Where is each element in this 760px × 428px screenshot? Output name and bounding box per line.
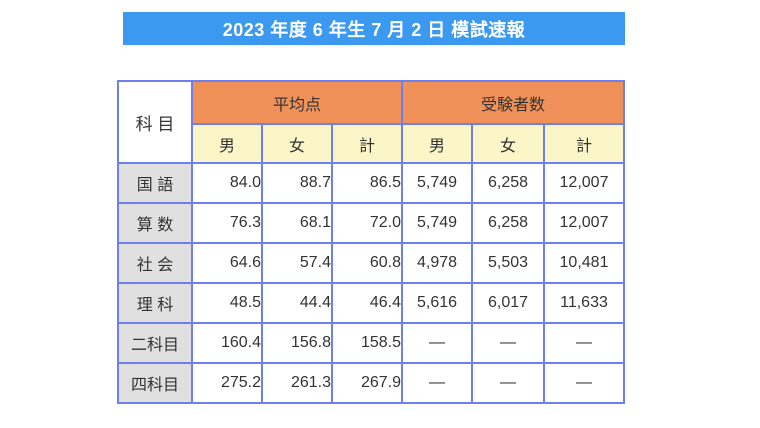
avg-total-cell: 267.9 bbox=[331, 362, 403, 404]
cnt-female-cell: ― bbox=[471, 322, 545, 364]
table-row: 国 語 84.0 88.7 86.5 5,749 6,258 12,007 bbox=[117, 162, 625, 204]
table-row: 四科目 275.2 261.3 267.9 ― ― ― bbox=[117, 362, 625, 404]
avg-female-cell: 156.8 bbox=[261, 322, 333, 364]
table-row: 算 数 76.3 68.1 72.0 5,749 6,258 12,007 bbox=[117, 202, 625, 244]
avg-female-cell: 57.4 bbox=[261, 242, 333, 284]
avg-total-cell: 86.5 bbox=[331, 162, 403, 204]
subject-label: 国 語 bbox=[117, 162, 193, 204]
avg-total-cell: 158.5 bbox=[331, 322, 403, 364]
subject-label: 理 科 bbox=[117, 282, 193, 324]
sub-header-avg-total: 計 bbox=[331, 123, 403, 164]
avg-female-cell: 88.7 bbox=[261, 162, 333, 204]
cnt-female-cell: 6,258 bbox=[471, 202, 545, 244]
title-banner: 2023 年度 6 年生 7 月 2 日 模試速報 bbox=[123, 12, 625, 45]
sub-header-avg-male: 男 bbox=[191, 123, 263, 164]
sub-header-cnt-total: 計 bbox=[543, 123, 625, 164]
header-sub-row: 男 女 計 男 女 計 bbox=[118, 123, 625, 164]
subject-label: 二科目 bbox=[117, 322, 193, 364]
corner-header-subject: 科 目 bbox=[117, 80, 193, 164]
avg-male-cell: 76.3 bbox=[191, 202, 263, 244]
exam-results-table: 科 目 平均点 受験者数 男 女 計 男 女 計 国 語 84.0 88.7 8… bbox=[117, 80, 625, 404]
page-title: 2023 年度 6 年生 7 月 2 日 模試速報 bbox=[222, 19, 526, 40]
group-header-examinees: 受験者数 bbox=[401, 80, 625, 125]
cnt-total-cell: 10,481 bbox=[543, 242, 625, 284]
subject-label: 社 会 bbox=[117, 242, 193, 284]
cnt-total-cell: 12,007 bbox=[543, 202, 625, 244]
cnt-male-cell: 4,978 bbox=[401, 242, 473, 284]
cnt-male-cell: ― bbox=[401, 362, 473, 404]
sub-header-avg-female: 女 bbox=[261, 123, 333, 164]
avg-male-cell: 160.4 bbox=[191, 322, 263, 364]
group-header-average: 平均点 bbox=[191, 80, 403, 125]
cnt-female-cell: 5,503 bbox=[471, 242, 545, 284]
table-row: 二科目 160.4 156.8 158.5 ― ― ― bbox=[117, 322, 625, 364]
cnt-male-cell: 5,616 bbox=[401, 282, 473, 324]
subject-label: 算 数 bbox=[117, 202, 193, 244]
table-row: 理 科 48.5 44.4 46.4 5,616 6,017 11,633 bbox=[117, 282, 625, 324]
sub-header-cnt-female: 女 bbox=[471, 123, 545, 164]
cnt-female-cell: ― bbox=[471, 362, 545, 404]
sub-header-cnt-male: 男 bbox=[401, 123, 473, 164]
avg-total-cell: 60.8 bbox=[331, 242, 403, 284]
cnt-male-cell: 5,749 bbox=[401, 162, 473, 204]
cnt-total-cell: ― bbox=[543, 362, 625, 404]
cnt-female-cell: 6,017 bbox=[471, 282, 545, 324]
avg-male-cell: 64.6 bbox=[191, 242, 263, 284]
avg-female-cell: 44.4 bbox=[261, 282, 333, 324]
cnt-total-cell: ― bbox=[543, 322, 625, 364]
cnt-male-cell: 5,749 bbox=[401, 202, 473, 244]
avg-male-cell: 84.0 bbox=[191, 162, 263, 204]
header-group-row: 科 目 平均点 受験者数 bbox=[117, 80, 625, 164]
avg-total-cell: 46.4 bbox=[331, 282, 403, 324]
avg-total-cell: 72.0 bbox=[331, 202, 403, 244]
cnt-female-cell: 6,258 bbox=[471, 162, 545, 204]
cnt-total-cell: 12,007 bbox=[543, 162, 625, 204]
avg-female-cell: 68.1 bbox=[261, 202, 333, 244]
avg-male-cell: 275.2 bbox=[191, 362, 263, 404]
cnt-male-cell: ― bbox=[401, 322, 473, 364]
avg-male-cell: 48.5 bbox=[191, 282, 263, 324]
subject-label: 四科目 bbox=[117, 362, 193, 404]
table-row: 社 会 64.6 57.4 60.8 4,978 5,503 10,481 bbox=[117, 242, 625, 284]
cnt-total-cell: 11,633 bbox=[543, 282, 625, 324]
avg-female-cell: 261.3 bbox=[261, 362, 333, 404]
